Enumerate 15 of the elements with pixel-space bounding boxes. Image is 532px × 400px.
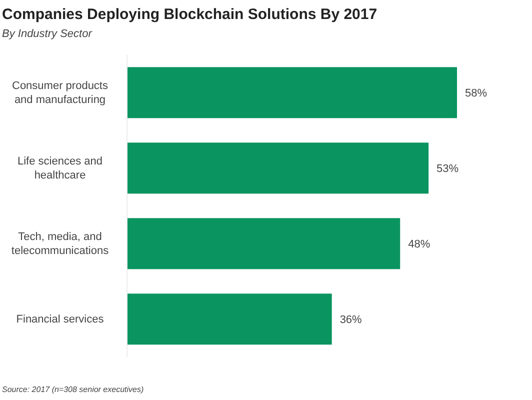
y-tick-label: Consumer products and manufacturing [12, 80, 108, 106]
bar [127, 294, 332, 345]
data-label: 48% [408, 238, 430, 250]
source-note: Source: 2017 (n=308 senior executives) [2, 385, 144, 394]
bar [127, 67, 457, 118]
y-tick-label: Financial services [16, 313, 104, 326]
y-tick-label: Tech, media, and telecommunications [11, 230, 110, 257]
chart-subtitle: By Industry Sector [2, 28, 92, 40]
y-tick-label: Life sciences and healthcare [18, 155, 102, 182]
bar [127, 218, 400, 270]
data-label: 53% [436, 162, 459, 175]
chart-title: Companies Deploying Blockchain Solutions By 2017 [2, 6, 378, 23]
data-label: 36% [340, 314, 362, 326]
data-label: 58% [465, 87, 488, 100]
bar [127, 142, 429, 194]
